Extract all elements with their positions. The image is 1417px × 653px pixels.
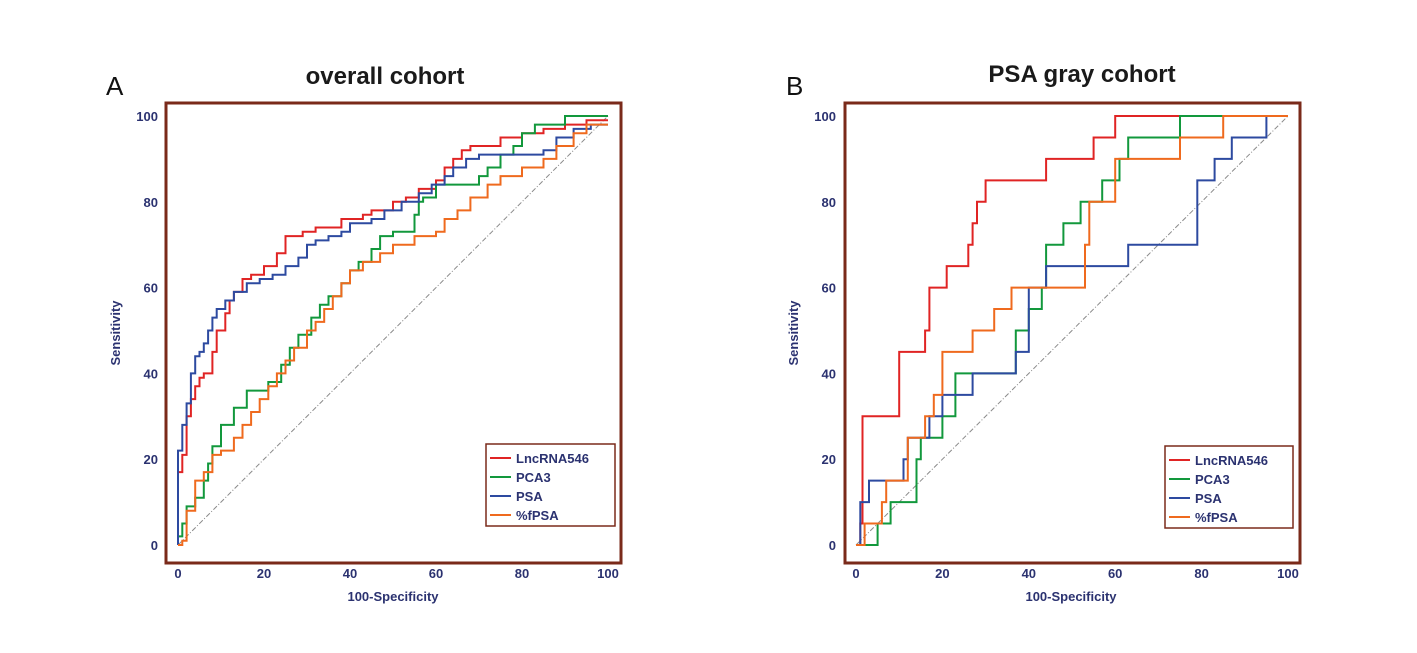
x-tick-label: 80 <box>515 566 529 581</box>
y-tick-label: 0 <box>829 538 836 553</box>
x-tick-label: 0 <box>852 566 859 581</box>
legend-label: LncRNA546 <box>516 451 589 466</box>
roc-curve-pca3 <box>856 115 1288 546</box>
y-axis-ticks: 0 20 40 60 80 100 <box>136 109 158 553</box>
y-axis-ticks: 0 20 40 60 80 100 <box>814 109 836 553</box>
legend: LncRNA546 PCA3 PSA %fPSA <box>1164 445 1294 529</box>
panel-b-psa-gray-cohort: B PSA gray cohort 0 20 40 60 80 100 0 20 40 60 80… <box>786 61 1302 604</box>
x-tick-label: 60 <box>1108 566 1122 581</box>
y-axis-label: Sensitivity <box>786 300 801 366</box>
x-axis-label: 100-Specificity <box>1025 589 1117 604</box>
x-tick-label: 100 <box>597 566 619 581</box>
y-tick-label: 100 <box>814 109 836 124</box>
x-tick-label: 80 <box>1194 566 1208 581</box>
x-tick-label: 40 <box>343 566 357 581</box>
y-tick-label: 80 <box>822 195 836 210</box>
roc-curve-lncrna546 <box>856 115 1288 546</box>
y-tick-label: 60 <box>144 281 158 296</box>
roc-curve-lncrna546 <box>177 119 608 545</box>
reference-diagonal <box>177 115 609 546</box>
roc-curve-psa <box>177 123 608 545</box>
plot-frame <box>843 101 1302 565</box>
roc-curves <box>856 115 1288 546</box>
legend-label: %fPSA <box>516 508 559 523</box>
x-tick-label: 100 <box>1277 566 1299 581</box>
y-tick-label: 80 <box>144 195 158 210</box>
x-tick-label: 40 <box>1022 566 1036 581</box>
x-axis-ticks: 0 20 40 60 80 100 <box>174 566 618 581</box>
y-tick-label: 40 <box>144 366 158 381</box>
legend-label: %fPSA <box>1195 510 1238 525</box>
legend: LncRNA546 PCA3 PSA %fPSA <box>485 443 616 527</box>
legend-label: PSA <box>516 489 543 504</box>
plot-frame <box>164 101 623 565</box>
legend-label: PCA3 <box>1195 472 1230 487</box>
panel-label: B <box>786 71 803 101</box>
y-tick-label: 0 <box>151 538 158 553</box>
x-tick-label: 0 <box>174 566 181 581</box>
legend-label: PSA <box>1195 491 1222 506</box>
legend-label: LncRNA546 <box>1195 453 1268 468</box>
x-tick-label: 20 <box>257 566 271 581</box>
roc-curve-psa <box>856 115 1288 546</box>
x-axis-label: 100-Specificity <box>347 589 439 604</box>
panel-label: A <box>106 71 124 101</box>
y-tick-label: 100 <box>136 109 158 124</box>
panel-a-overall-cohort: A overall cohort 0 20 40 60 80 100 0 20 40 60 80 1… <box>106 63 623 604</box>
y-tick-label: 20 <box>822 452 836 467</box>
roc-curves <box>177 115 608 546</box>
chart-title: overall cohort <box>306 63 465 90</box>
roc-curve-fpsa <box>178 123 608 546</box>
x-tick-label: 20 <box>935 566 949 581</box>
reference-diagonal <box>855 115 1289 546</box>
x-tick-label: 60 <box>429 566 443 581</box>
y-axis-label: Sensitivity <box>108 300 123 366</box>
y-tick-label: 60 <box>822 281 836 296</box>
legend-label: PCA3 <box>516 470 551 485</box>
roc-curve-fpsa <box>856 115 1288 546</box>
x-axis-ticks: 0 20 40 60 80 100 <box>852 566 1298 581</box>
y-tick-label: 20 <box>144 452 158 467</box>
chart-title: PSA gray cohort <box>988 61 1175 88</box>
y-tick-label: 40 <box>822 366 836 381</box>
